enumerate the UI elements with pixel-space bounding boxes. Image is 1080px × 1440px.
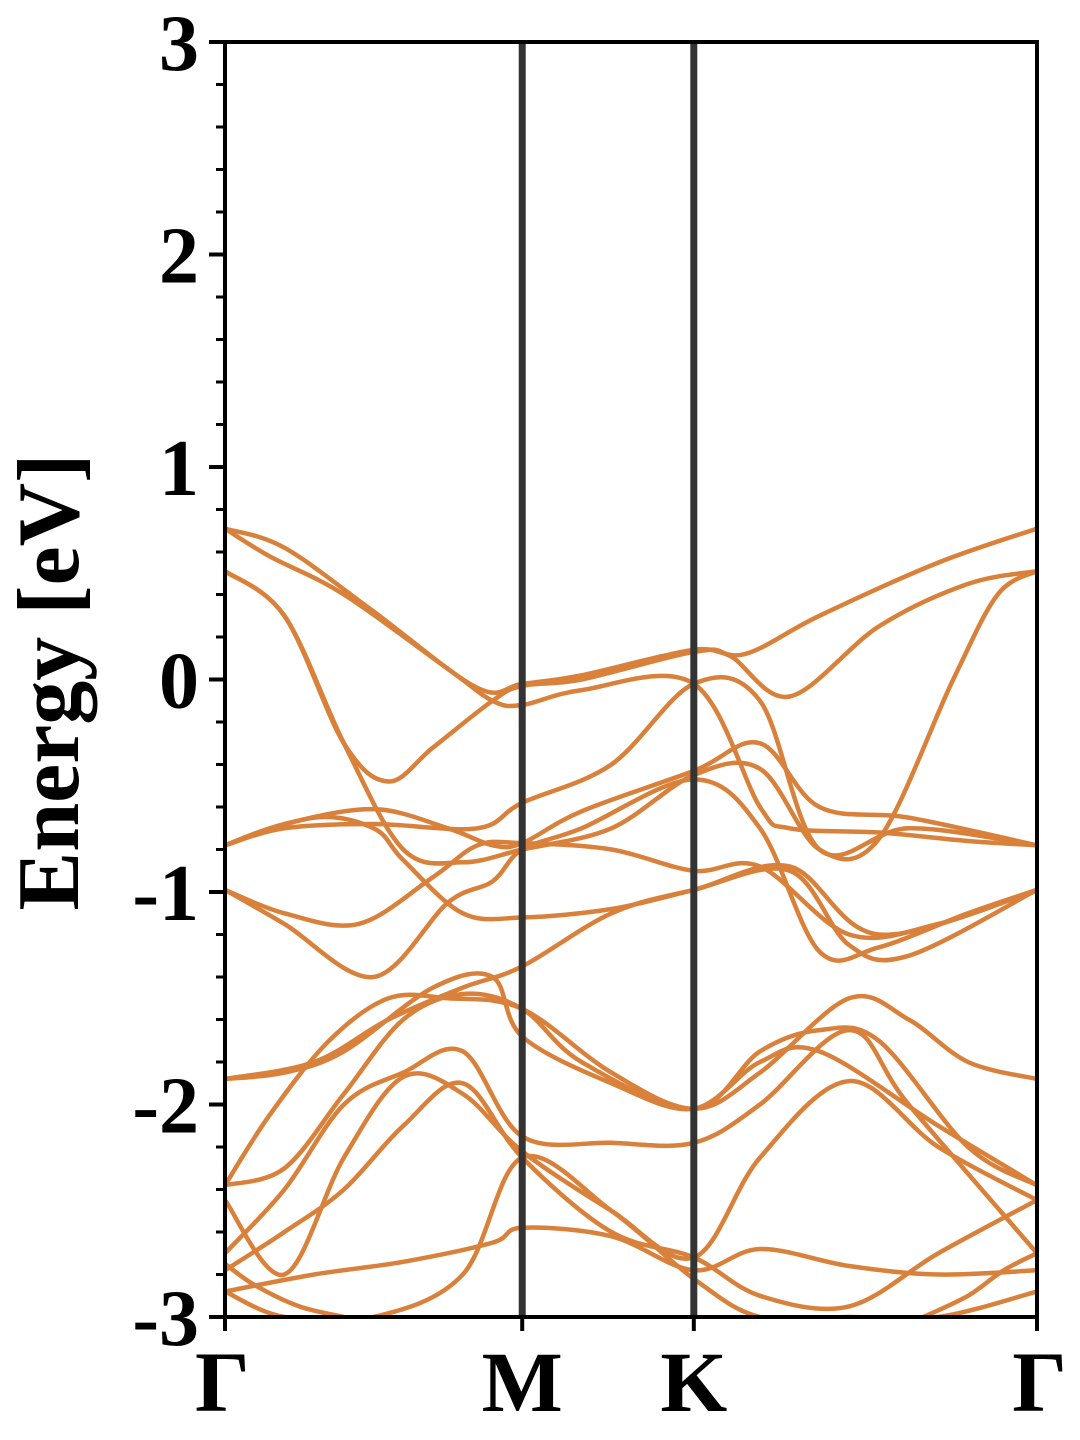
y-tick-label: 3 — [159, 0, 199, 88]
band-line-18 — [225, 1153, 1037, 1317]
band-line-2 — [225, 526, 1037, 848]
y-tick-label: 1 — [159, 425, 199, 513]
x-tick-label-1: Γ — [195, 1334, 250, 1430]
y-tick-label: 0 — [159, 638, 199, 726]
y-axis-label: Energy [eV] — [1, 454, 98, 911]
band-line-20 — [922, 1251, 1037, 1317]
band-line-11 — [225, 992, 1037, 1187]
y-axis-ticks: 3 2 1 0 -1 -2 -3 — [132, 0, 225, 1363]
y-tick-label: -1 — [132, 850, 199, 938]
band-line-14 — [225, 1027, 1037, 1255]
band-line-7 — [225, 839, 1037, 941]
band-lines — [225, 526, 1037, 1317]
band-line-19 — [225, 1262, 345, 1317]
band-line-12 — [225, 971, 1037, 1188]
y-tick-label: -2 — [132, 1063, 199, 1151]
band-line-17 — [225, 1225, 1037, 1294]
x-tick-label-2: M — [482, 1334, 563, 1430]
band-line-9 — [225, 814, 1037, 937]
band-line-5 — [225, 674, 1037, 858]
band-line-1 — [225, 526, 1037, 695]
y-tick-label: -3 — [132, 1275, 199, 1363]
band-line-10 — [225, 866, 1037, 1082]
band-line-8 — [225, 777, 1037, 980]
plot-frame — [223, 40, 1039, 1319]
band-line-6 — [225, 740, 1037, 850]
x-tick-label-4: Γ — [1012, 1334, 1067, 1430]
band-line-4 — [225, 569, 1037, 866]
x-tick-label-3: K — [660, 1334, 727, 1430]
band-line-16 — [225, 1080, 1037, 1312]
high-symmetry-dividers — [518, 42, 698, 1317]
y-tick-label: 2 — [159, 213, 199, 301]
band-line-13 — [225, 991, 1037, 1188]
band-line-15 — [225, 1071, 1037, 1277]
